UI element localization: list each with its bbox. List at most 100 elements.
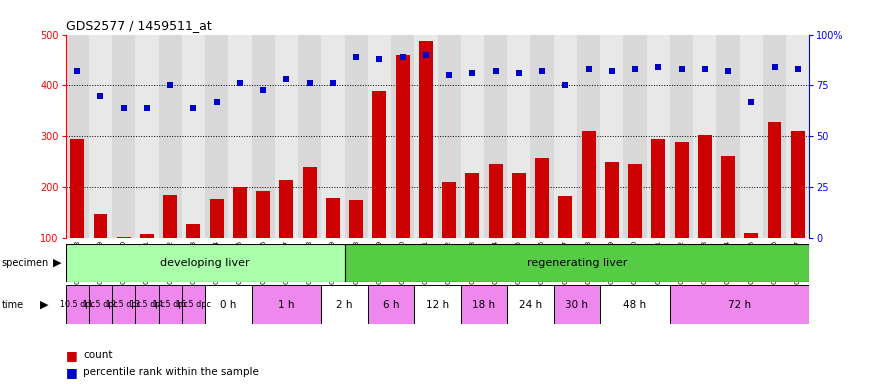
Bar: [136, 35, 158, 238]
Bar: [70, 139, 84, 238]
Bar: [94, 214, 108, 238]
Bar: [698, 135, 711, 238]
Point: [233, 80, 247, 86]
Bar: [252, 285, 321, 324]
Text: 72 h: 72 h: [728, 300, 752, 310]
Bar: [326, 199, 340, 238]
Point: [349, 54, 363, 60]
Bar: [530, 35, 554, 238]
Bar: [791, 131, 805, 238]
Bar: [210, 199, 224, 238]
Bar: [461, 285, 507, 324]
Text: ▶: ▶: [52, 258, 61, 268]
Bar: [279, 180, 293, 238]
Bar: [321, 285, 368, 324]
Bar: [670, 35, 693, 238]
Bar: [89, 285, 112, 324]
Text: 16.5 dpc: 16.5 dpc: [176, 300, 211, 309]
Bar: [488, 164, 502, 238]
Point: [675, 66, 689, 72]
Text: 30 h: 30 h: [565, 300, 589, 310]
Point: [767, 64, 781, 70]
Text: 13.5 dpc: 13.5 dpc: [130, 300, 164, 309]
Text: 14.5 dpc: 14.5 dpc: [153, 300, 187, 309]
Bar: [419, 41, 433, 238]
Bar: [275, 35, 298, 238]
Bar: [205, 285, 252, 324]
Bar: [577, 35, 600, 238]
Bar: [693, 35, 717, 238]
Bar: [298, 35, 321, 238]
Bar: [252, 35, 275, 238]
Point: [326, 80, 340, 86]
Text: time: time: [2, 300, 24, 310]
Text: percentile rank within the sample: percentile rank within the sample: [83, 367, 259, 377]
Point: [651, 64, 665, 70]
Point: [488, 68, 502, 74]
Bar: [303, 167, 317, 238]
Bar: [675, 142, 689, 238]
Text: ■: ■: [66, 349, 77, 362]
Bar: [461, 35, 484, 238]
Bar: [767, 122, 781, 238]
Text: 6 h: 6 h: [382, 300, 399, 310]
Text: 12.5 dpc: 12.5 dpc: [106, 300, 141, 309]
Bar: [651, 139, 665, 238]
Text: 2 h: 2 h: [336, 300, 353, 310]
Bar: [373, 91, 387, 238]
Bar: [628, 164, 642, 238]
Point: [256, 86, 270, 93]
Bar: [414, 285, 461, 324]
Bar: [414, 35, 438, 238]
Bar: [66, 35, 89, 238]
Bar: [182, 285, 205, 324]
Bar: [321, 35, 345, 238]
Point: [94, 93, 108, 99]
Bar: [647, 35, 670, 238]
Text: 18 h: 18 h: [473, 300, 495, 310]
Point: [70, 68, 84, 74]
Bar: [164, 195, 177, 238]
Point: [721, 68, 735, 74]
Bar: [600, 285, 670, 324]
Text: 12 h: 12 h: [426, 300, 449, 310]
Bar: [368, 285, 414, 324]
Point: [512, 70, 526, 76]
Bar: [349, 200, 363, 238]
Point: [536, 68, 550, 74]
Text: regenerating liver: regenerating liver: [527, 258, 627, 268]
Bar: [66, 285, 89, 324]
Bar: [112, 35, 136, 238]
Bar: [554, 35, 577, 238]
Bar: [345, 35, 368, 238]
Text: 24 h: 24 h: [519, 300, 542, 310]
Text: developing liver: developing liver: [160, 258, 250, 268]
Point: [466, 70, 480, 76]
Bar: [600, 35, 623, 238]
Bar: [158, 285, 182, 324]
Point: [164, 83, 178, 89]
Point: [791, 66, 805, 72]
Bar: [717, 35, 739, 238]
Bar: [466, 173, 480, 238]
Bar: [140, 234, 154, 238]
Bar: [605, 162, 619, 238]
Point: [605, 68, 619, 74]
Bar: [554, 285, 600, 324]
Point: [697, 66, 711, 72]
Bar: [89, 35, 112, 238]
Bar: [558, 196, 572, 238]
Bar: [182, 35, 205, 238]
Bar: [66, 244, 345, 282]
Bar: [786, 35, 809, 238]
Text: 0 h: 0 h: [220, 300, 236, 310]
Bar: [582, 131, 596, 238]
Point: [582, 66, 596, 72]
Text: 10.5 dpc: 10.5 dpc: [60, 300, 94, 309]
Bar: [368, 35, 391, 238]
Point: [419, 52, 433, 58]
Bar: [256, 191, 270, 238]
Bar: [507, 285, 554, 324]
Bar: [233, 187, 247, 238]
Point: [558, 83, 572, 89]
